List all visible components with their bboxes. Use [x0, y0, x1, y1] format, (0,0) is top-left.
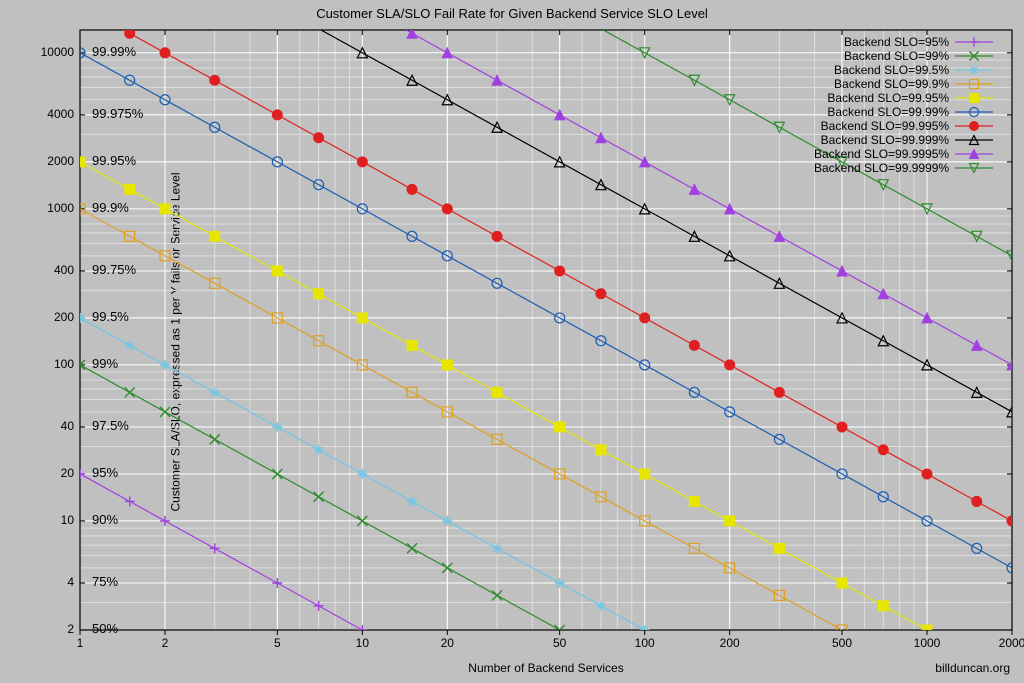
legend-label: Backend SLO=99.99% — [827, 105, 953, 119]
x-tick-label: 20 — [427, 636, 467, 650]
legend-label: Backend SLO=99.5% — [834, 63, 953, 77]
legend-label: Backend SLO=99.9% — [834, 77, 953, 91]
sla-level-label: 95% — [92, 465, 118, 480]
legend-swatch — [953, 63, 995, 77]
y-tick-label: 4 — [14, 575, 74, 589]
sla-level-label: 99.5% — [92, 309, 129, 324]
legend-label: Backend SLO=95% — [844, 35, 953, 49]
sla-level-label: 97.5% — [92, 418, 129, 433]
x-tick-label: 500 — [822, 636, 862, 650]
legend-label: Backend SLO=99.9995% — [814, 147, 953, 161]
y-tick-label: 4000 — [14, 107, 74, 121]
legend-label: Backend SLO=99.995% — [821, 119, 953, 133]
legend-swatch — [953, 147, 995, 161]
y-tick-label: 10000 — [14, 45, 74, 59]
x-tick-label: 2 — [145, 636, 185, 650]
y-tick-label: 20 — [14, 466, 74, 480]
y-tick-label: 400 — [14, 263, 74, 277]
legend: Backend SLO=95%Backend SLO=99%Backend SL… — [814, 35, 995, 175]
sla-level-label: 90% — [92, 512, 118, 527]
sla-level-label: 99.75% — [92, 262, 136, 277]
y-tick-label: 2 — [14, 622, 74, 636]
sla-level-label: 99% — [92, 356, 118, 371]
x-tick-label: 10 — [342, 636, 382, 650]
legend-item: Backend SLO=99.9999% — [814, 161, 995, 175]
legend-item: Backend SLO=99.99% — [814, 105, 995, 119]
legend-item: Backend SLO=99.95% — [814, 91, 995, 105]
legend-label: Backend SLO=99.999% — [821, 133, 953, 147]
legend-item: Backend SLO=99.9995% — [814, 147, 995, 161]
y-tick-label: 40 — [14, 419, 74, 433]
y-tick-label: 100 — [14, 357, 74, 371]
sla-level-label: 50% — [92, 621, 118, 636]
x-tick-label: 200 — [710, 636, 750, 650]
legend-swatch — [953, 105, 995, 119]
x-tick-label: 1000 — [907, 636, 947, 650]
legend-swatch — [953, 77, 995, 91]
sla-level-label: 75% — [92, 574, 118, 589]
legend-swatch — [953, 49, 995, 63]
legend-swatch — [953, 161, 995, 175]
legend-label: Backend SLO=99.9999% — [814, 161, 953, 175]
legend-swatch — [953, 119, 995, 133]
y-tick-label: 1000 — [14, 201, 74, 215]
x-tick-label: 2000 — [992, 636, 1024, 650]
x-tick-label: 5 — [257, 636, 297, 650]
legend-item: Backend SLO=99.5% — [814, 63, 995, 77]
x-tick-label: 1 — [60, 636, 100, 650]
legend-item: Backend SLO=99% — [814, 49, 995, 63]
y-tick-label: 10 — [14, 513, 74, 527]
sla-level-label: 99.95% — [92, 153, 136, 168]
y-tick-label: 2000 — [14, 154, 74, 168]
y-tick-label: 200 — [14, 310, 74, 324]
legend-swatch — [953, 133, 995, 147]
legend-label: Backend SLO=99% — [844, 49, 953, 63]
legend-item: Backend SLO=99.9% — [814, 77, 995, 91]
legend-item: Backend SLO=99.995% — [814, 119, 995, 133]
legend-swatch — [953, 35, 995, 49]
sla-level-label: 99.975% — [92, 106, 143, 121]
sla-level-label: 99.99% — [92, 44, 136, 59]
chart-container: Customer SLA/SLO Fail Rate for Given Bac… — [0, 0, 1024, 683]
legend-label: Backend SLO=99.95% — [827, 91, 953, 105]
x-tick-label: 100 — [625, 636, 665, 650]
legend-swatch — [953, 91, 995, 105]
sla-level-label: 99.9% — [92, 200, 129, 215]
legend-item: Backend SLO=95% — [814, 35, 995, 49]
legend-item: Backend SLO=99.999% — [814, 133, 995, 147]
x-tick-label: 50 — [540, 636, 580, 650]
